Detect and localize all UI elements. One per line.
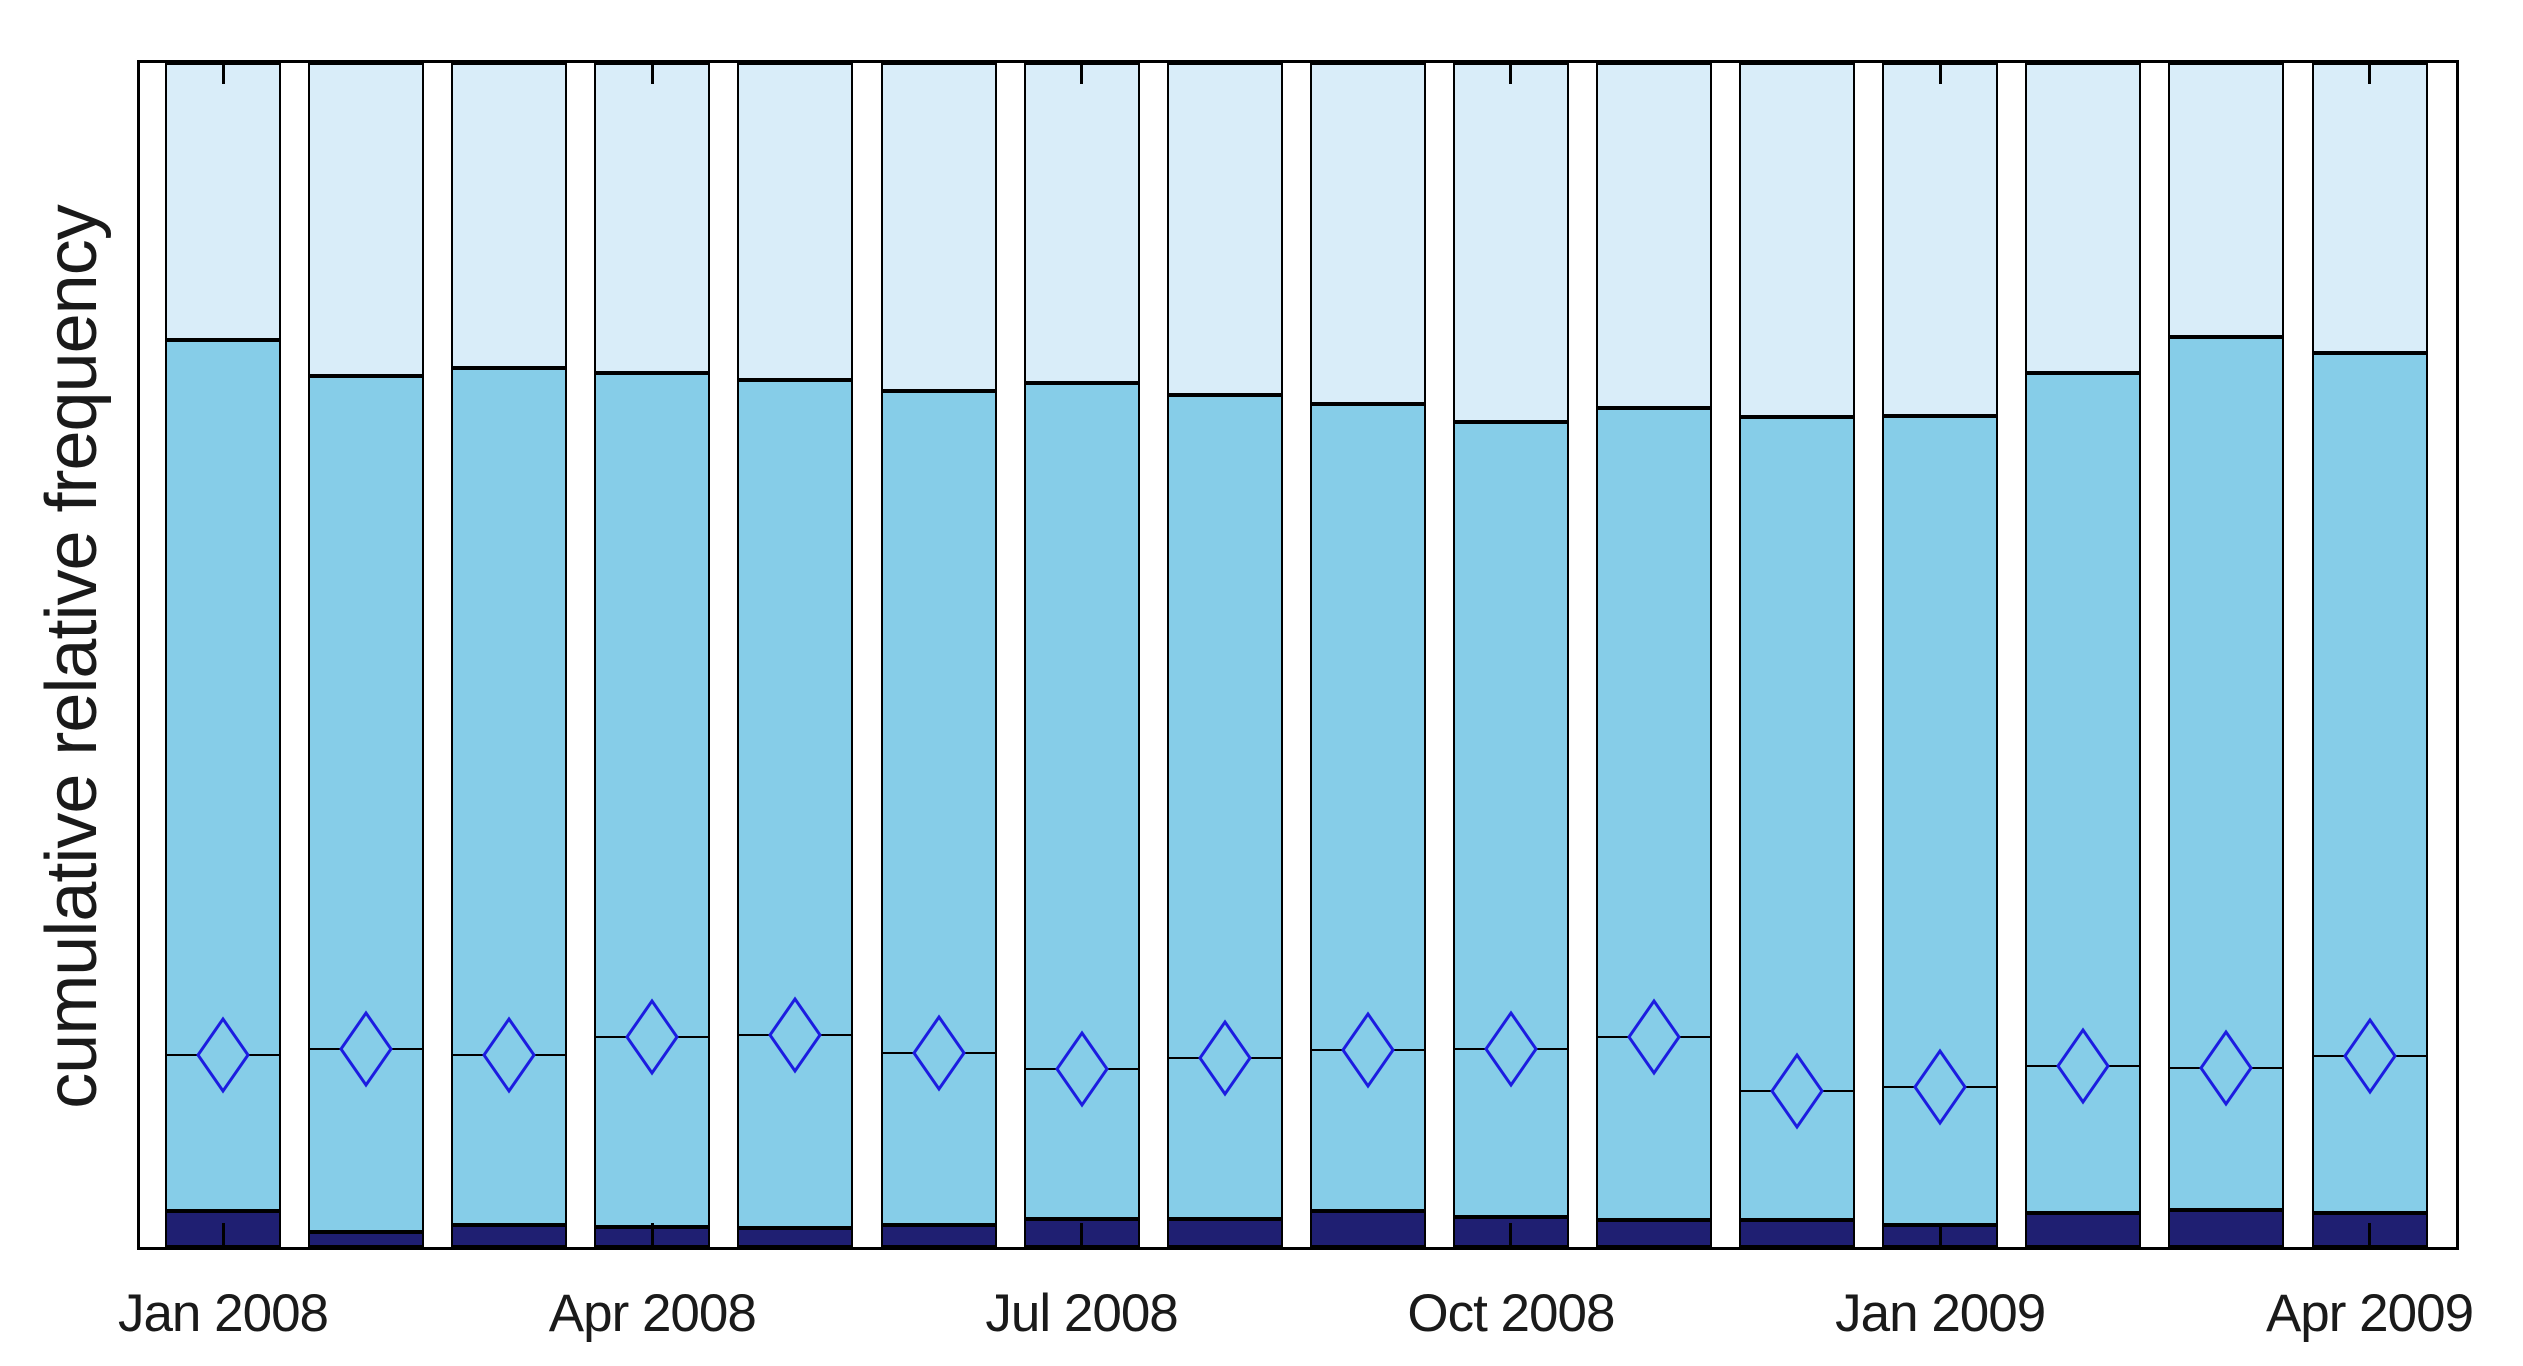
segment-top	[1166, 63, 1283, 395]
segment-top	[1452, 63, 1569, 422]
segment-middle	[451, 368, 568, 1225]
x-tick-label: Jul 2008	[985, 1284, 1178, 1343]
segment-middle	[737, 380, 854, 1229]
x-tick-top	[1938, 63, 1942, 84]
bar-feb-2008	[308, 63, 425, 1247]
x-tick-label: Jan 2008	[117, 1284, 329, 1343]
x-tick-bottom	[2368, 1223, 2371, 1247]
x-tick-bottom	[1509, 1223, 1513, 1247]
x-tick-bottom	[221, 1223, 225, 1247]
median-diamond-marker	[2056, 1027, 2111, 1105]
segment-top	[1596, 63, 1712, 408]
segment-top	[1309, 63, 1426, 404]
segment-middle	[1596, 407, 1712, 1220]
bar-jan-2009	[1882, 63, 1999, 1247]
bar-oct-2008	[1452, 63, 1569, 1247]
median-diamond-marker	[2199, 1029, 2254, 1107]
segment-top	[2168, 63, 2285, 337]
median-diamond-marker	[482, 1016, 537, 1094]
median-diamond-marker	[1484, 1010, 1538, 1088]
median-diamond-marker	[1913, 1048, 1968, 1126]
median-diamond-marker	[1054, 1030, 1109, 1109]
segment-bottom	[1739, 1219, 1856, 1247]
x-tick-label: Jan 2009	[1835, 1284, 2046, 1343]
bar-mar-2008	[451, 63, 568, 1247]
median-diamond-marker	[2342, 1017, 2397, 1096]
median-diamond-marker	[625, 998, 680, 1077]
x-tick-label: Apr 2009	[2265, 1284, 2474, 1343]
bar-may-2008	[737, 63, 854, 1247]
segment-middle	[1452, 421, 1569, 1218]
bar-aug-2008	[1166, 63, 1283, 1247]
x-tick-bottom	[650, 1223, 654, 1247]
bar-dec-2008	[1739, 63, 1856, 1247]
median-diamond-marker	[1340, 1011, 1395, 1090]
segment-middle	[308, 375, 425, 1232]
bar-mar-2009	[2168, 63, 2285, 1247]
segment-bottom	[880, 1224, 997, 1247]
bar-feb-2009	[2025, 63, 2142, 1247]
segment-middle	[1309, 404, 1426, 1212]
bar-sep-2008	[1309, 63, 1426, 1247]
segment-bottom	[2168, 1210, 2285, 1247]
median-diamond-marker	[339, 1010, 393, 1088]
segment-bottom	[451, 1224, 568, 1247]
segment-bottom	[2025, 1212, 2142, 1247]
segment-top	[594, 63, 711, 374]
segment-top	[1023, 63, 1140, 383]
x-tick-label: Apr 2008	[548, 1284, 757, 1343]
x-tick-bottom	[1080, 1223, 1084, 1247]
segment-top	[880, 63, 997, 391]
x-tick-top	[221, 63, 225, 84]
segment-middle	[594, 373, 711, 1227]
segment-bottom	[1166, 1218, 1283, 1247]
bar-jun-2008	[880, 63, 997, 1247]
x-tick-top	[2368, 63, 2371, 84]
median-diamond-marker	[196, 1016, 250, 1094]
median-diamond-marker	[911, 1014, 966, 1092]
median-diamond-marker	[1627, 998, 1681, 1077]
bar-jul-2008	[1023, 63, 1140, 1247]
bar-jan-2008	[165, 63, 281, 1247]
plot-area	[137, 60, 2459, 1250]
segment-top	[2311, 63, 2428, 354]
bar-apr-2009	[2311, 63, 2428, 1247]
bar-apr-2008	[594, 63, 711, 1247]
median-diamond-marker	[768, 996, 823, 1074]
segment-bottom	[1309, 1211, 1426, 1247]
segment-bottom	[1596, 1219, 1712, 1247]
segment-top	[2025, 63, 2142, 374]
median-diamond-marker	[1770, 1052, 1824, 1130]
x-tick-top	[650, 63, 654, 84]
segment-top	[308, 63, 425, 376]
median-diamond-marker	[1197, 1018, 1252, 1097]
x-tick-bottom	[1938, 1223, 1942, 1247]
bar-nov-2008	[1596, 63, 1712, 1247]
segment-bottom	[308, 1231, 425, 1247]
segment-bottom	[737, 1228, 854, 1247]
x-tick-top	[1509, 63, 1513, 84]
y-axis-label: cumulative relative frequency	[32, 205, 112, 1109]
x-tick-top	[1080, 63, 1084, 84]
segment-top	[737, 63, 854, 381]
segment-top	[165, 63, 281, 341]
segment-middle	[880, 390, 997, 1225]
segment-top	[451, 63, 568, 369]
x-tick-label: Oct 2008	[1407, 1284, 1615, 1343]
segment-top	[1882, 63, 1999, 416]
segment-top	[1739, 63, 1856, 418]
